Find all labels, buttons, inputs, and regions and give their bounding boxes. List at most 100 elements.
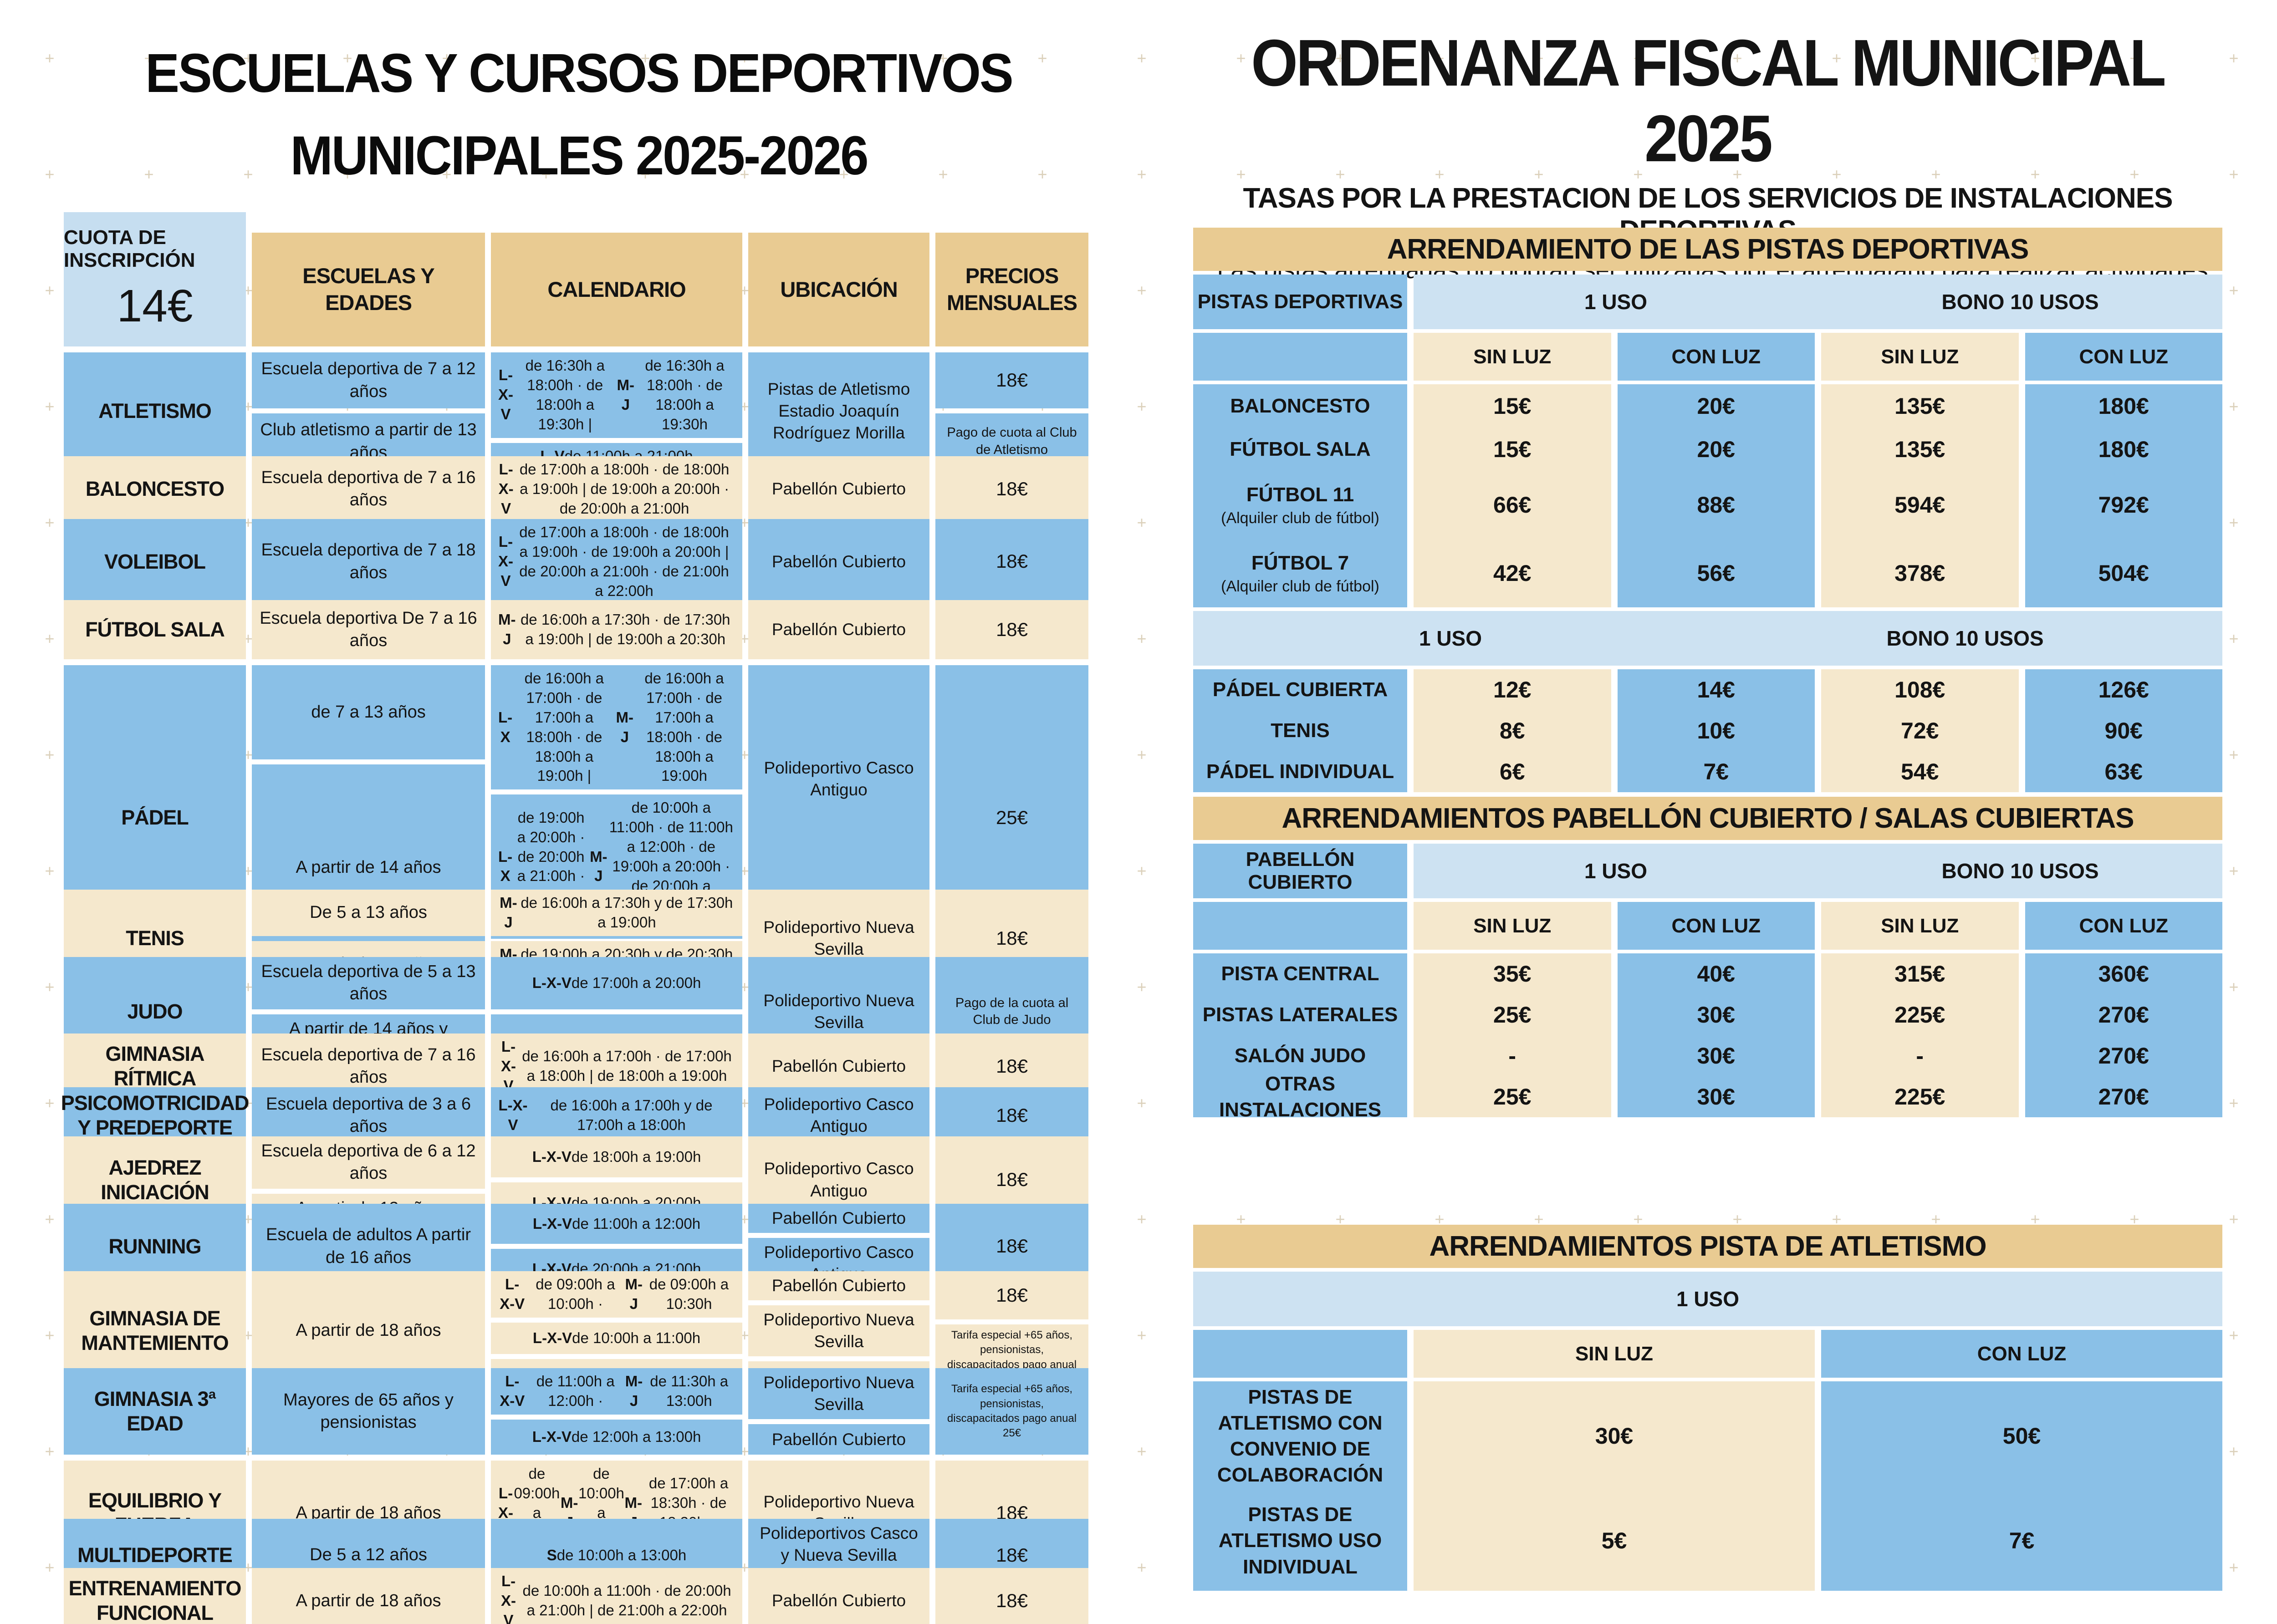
light-column-header: CON LUZ	[2025, 902, 2222, 950]
sport-calendario-column: M-J de 16:00h a 17:30h · de 17:30h a 19:…	[491, 600, 742, 659]
price-value: 14€	[1617, 669, 1815, 710]
price-table: ARRENDAMIENTOS PABELLÓN CUBIERTO / SALAS…	[1193, 797, 2222, 1121]
column-header-placeholder	[1193, 902, 1407, 950]
sport-calendario-cell: L-X-V de 10:00h a 11:00h	[491, 1322, 742, 1354]
price-value: 35€	[1414, 953, 1611, 994]
price-value: 63€	[2025, 751, 2222, 792]
column-header: UBICACIÓN	[748, 233, 929, 346]
light-column-header: SIN LUZ	[1414, 1330, 1815, 1378]
facility-label: PISTA CENTRAL	[1193, 953, 1407, 994]
sport-ubicacion-cell: Polideportivo Casco Antiguo	[748, 665, 929, 893]
sport-precios-column: Tarifa especial +65 años, pensionistas, …	[935, 1368, 1088, 1455]
sport-ubicacion-column: Polideportivo Casco Antiguo	[748, 1087, 929, 1144]
price-value: 30€	[1414, 1381, 1815, 1491]
facility-sublabel: (Alquiler club de fútbol)	[1221, 577, 1379, 595]
facility-label: BALONCESTO	[1193, 384, 1407, 428]
sport-ubicacion-cell: Pistas de Atletismo Estadio Joaquín Rodr…	[748, 352, 929, 470]
sport-calendario-cell: L-X-V de 18:00h a 19:00h	[491, 1136, 742, 1178]
price-value: 7€	[1821, 1491, 2222, 1591]
sport-ubicacion-cell: Polideportivo Nueva Sevilla	[748, 1305, 929, 1357]
price-value: 594€	[1821, 471, 2019, 539]
price-table-title: ARRENDAMIENTOS PABELLÓN CUBIERTO / SALAS…	[1193, 797, 2222, 840]
sport-row: ATLETISMO Escuela deportiva de 7 a 12 año…	[64, 352, 1094, 470]
sport-edades-cell: Escuela deportiva de 7 a 18 años	[252, 519, 485, 605]
price-value: 10€	[1617, 710, 1815, 751]
sport-calendario-cell: L-X-V de 11:00h a 12:00h · M-J de 11:30h…	[491, 1368, 742, 1415]
price-table: ARRENDAMIENTOS PISTA DE ATLETISMO 1 USO SI…	[1193, 1225, 2222, 1591]
column-header-placeholder	[1193, 1330, 1407, 1378]
cuota-label: CUOTA DE INSCRIPCIÓN	[64, 226, 195, 271]
sport-edades-cell: Escuela deportiva de 7 a 12 años	[252, 352, 485, 409]
sport-row: FÚTBOL SALA Escuela deportiva De 7 a 16 a…	[64, 600, 1094, 659]
sport-row: VOLEIBOL Escuela deportiva de 7 a 18 años…	[64, 519, 1094, 605]
sport-calendario-column: L-X-V de 16:00h a 17:00h y de 17:00h a 1…	[491, 1087, 742, 1144]
usage-band-label: 1 USO	[1676, 1287, 1740, 1311]
sport-edades-column: Escuela deportiva de 7 a 18 años	[252, 519, 485, 605]
price-value: 40€	[1617, 953, 1815, 994]
facility-label: FÚTBOL 7 (Alquiler club de fútbol)	[1193, 539, 1407, 607]
usage-band-label: 1 USO	[1584, 290, 1648, 314]
sport-edades-cell: A partir de 18 años	[252, 1568, 485, 1624]
sport-ubicacion-cell: Pabellón Cubierto	[748, 519, 929, 605]
middle-panel: ORDENANZA FISCAL MUNICIPAL 2025 TASAS PO…	[1189, 26, 2227, 1591]
price-value: 8€	[1414, 710, 1611, 751]
light-column-headers: SIN LUZ CON LUZ SIN LUZ CON LUZ	[1193, 902, 2222, 950]
price-value: 20€	[1617, 428, 1815, 471]
sport-calendario-cell: L-X-V de 09:00h a 10:00h · M-J de 09:00h…	[491, 1271, 742, 1318]
price-value: 90€	[2025, 710, 2222, 751]
sport-precios-cell: 18€	[935, 1271, 1088, 1319]
sport-edades-cell: Escuela deportiva de 7 a 16 años	[252, 456, 485, 522]
usage-band-label: BONO 10 USOS	[1886, 626, 2044, 650]
usage-band-label: BONO 10 USOS	[1941, 290, 2099, 314]
sport-row: GIMNASIA 3ª EDAD Mayores de 65 años y pen…	[64, 1368, 1094, 1455]
sport-calendario-cell: L-X-V de 17:00h a 18:00h · de 18:00h a 1…	[491, 456, 742, 522]
usage-band: 1 USO BONO 10 USOS	[1193, 611, 2222, 666]
price-value: 66€	[1414, 471, 1611, 539]
sport-edades-cell: Escuela deportiva de 6 a 12 años	[252, 1136, 485, 1189]
price-value: 15€	[1414, 428, 1611, 471]
left-title-line2: MUNICIPALES 2025-2026	[290, 125, 869, 187]
sport-edades-column: A partir de 18 años	[252, 1568, 485, 1624]
facility-label: PÁDEL INDIVIDUAL	[1193, 751, 1407, 792]
usage-band: PISTAS DEPORTIVAS 1 USO BONO 10 USOS	[1193, 275, 2222, 329]
sport-calendario-cell: M-J de 16:00h a 17:30h · de 17:30h a 19:…	[491, 600, 742, 659]
sport-edades-column: Mayores de 65 años y pensionistas	[252, 1368, 485, 1455]
column-header: PRECIOS MENSUALES	[935, 233, 1088, 346]
price-value: -	[1821, 1035, 2019, 1076]
sport-name: VOLEIBOL	[64, 519, 246, 605]
sport-row: PSICOMOTRICIDAD Y PREDEPORTE Escuela depo…	[61, 1087, 1094, 1144]
sport-ubicacion-column: Polideportivo Nueva Sevilla Pabellón Cubi…	[748, 1368, 929, 1455]
usage-band-groups: 1 USO BONO 10 USOS	[1414, 275, 2222, 329]
sport-edades-cell: Mayores de 65 años y pensionistas	[252, 1368, 485, 1455]
sport-calendario-column: L-X-V de 10:00h a 11:00h · de 20:00h a 2…	[491, 1568, 742, 1624]
light-column-header: SIN LUZ	[1414, 333, 1611, 381]
sport-calendario-cell: L-X-V de 12:00h a 13:00h	[491, 1419, 742, 1455]
sport-calendario-column: L-X-V de 17:00h a 18:00h · de 18:00h a 1…	[491, 519, 742, 605]
sport-calendario-cell: L-X-V de 16:30h a 18:00h · de 18:00h a 1…	[491, 352, 742, 438]
sport-row: MULTIDEPORTE De 5 a 12 años S de 10:00h a …	[64, 1519, 1094, 1592]
cuota-value: 14€	[117, 280, 193, 331]
sport-row: AJEDREZ INICIACIÓN Escuela deportiva de 6…	[64, 1136, 1094, 1224]
price-value: 225€	[1821, 1076, 2019, 1117]
price-value: 360€	[2025, 953, 2222, 994]
price-value: 30€	[1617, 1076, 1815, 1117]
ordenanza-title: ORDENANZA FISCAL MUNICIPAL 2025	[1251, 26, 2166, 175]
price-value: 135€	[1821, 428, 2019, 471]
column-header: ESCUELAS Y EDADES	[252, 233, 485, 346]
sport-precios-cell: Tarifa especial +65 años, pensionistas, …	[935, 1368, 1088, 1455]
usage-band-corner: PABELLÓN CUBIERTO	[1193, 844, 1407, 898]
usage-band: 1 USO	[1193, 1272, 2222, 1326]
price-table-body: PÁDEL CUBIERTA 12€ 14€ 108€ 126€ TENIS 8€ 10€ 72…	[1193, 669, 2222, 792]
sport-name: ENTRENAMIENTO FUNCIONAL	[64, 1568, 246, 1624]
sport-precios-cell: 18€	[935, 1087, 1088, 1144]
light-column-header: CON LUZ	[1617, 333, 1815, 381]
price-value: 135€	[1821, 384, 2019, 428]
price-value: 792€	[2025, 471, 2222, 539]
sport-precios-cell: 18€	[935, 519, 1088, 605]
sport-ubicacion-column: Pabellón Cubierto	[748, 1568, 929, 1624]
sport-row: GIMNASIA RÍTMICA Escuela deportiva de 7 a…	[64, 1033, 1094, 1100]
sport-precios-cell: 18€	[935, 1568, 1088, 1624]
sport-edades-column: Escuela deportiva de 3 a 6 años	[252, 1087, 485, 1144]
sport-precios-cell: 18€	[935, 352, 1088, 409]
